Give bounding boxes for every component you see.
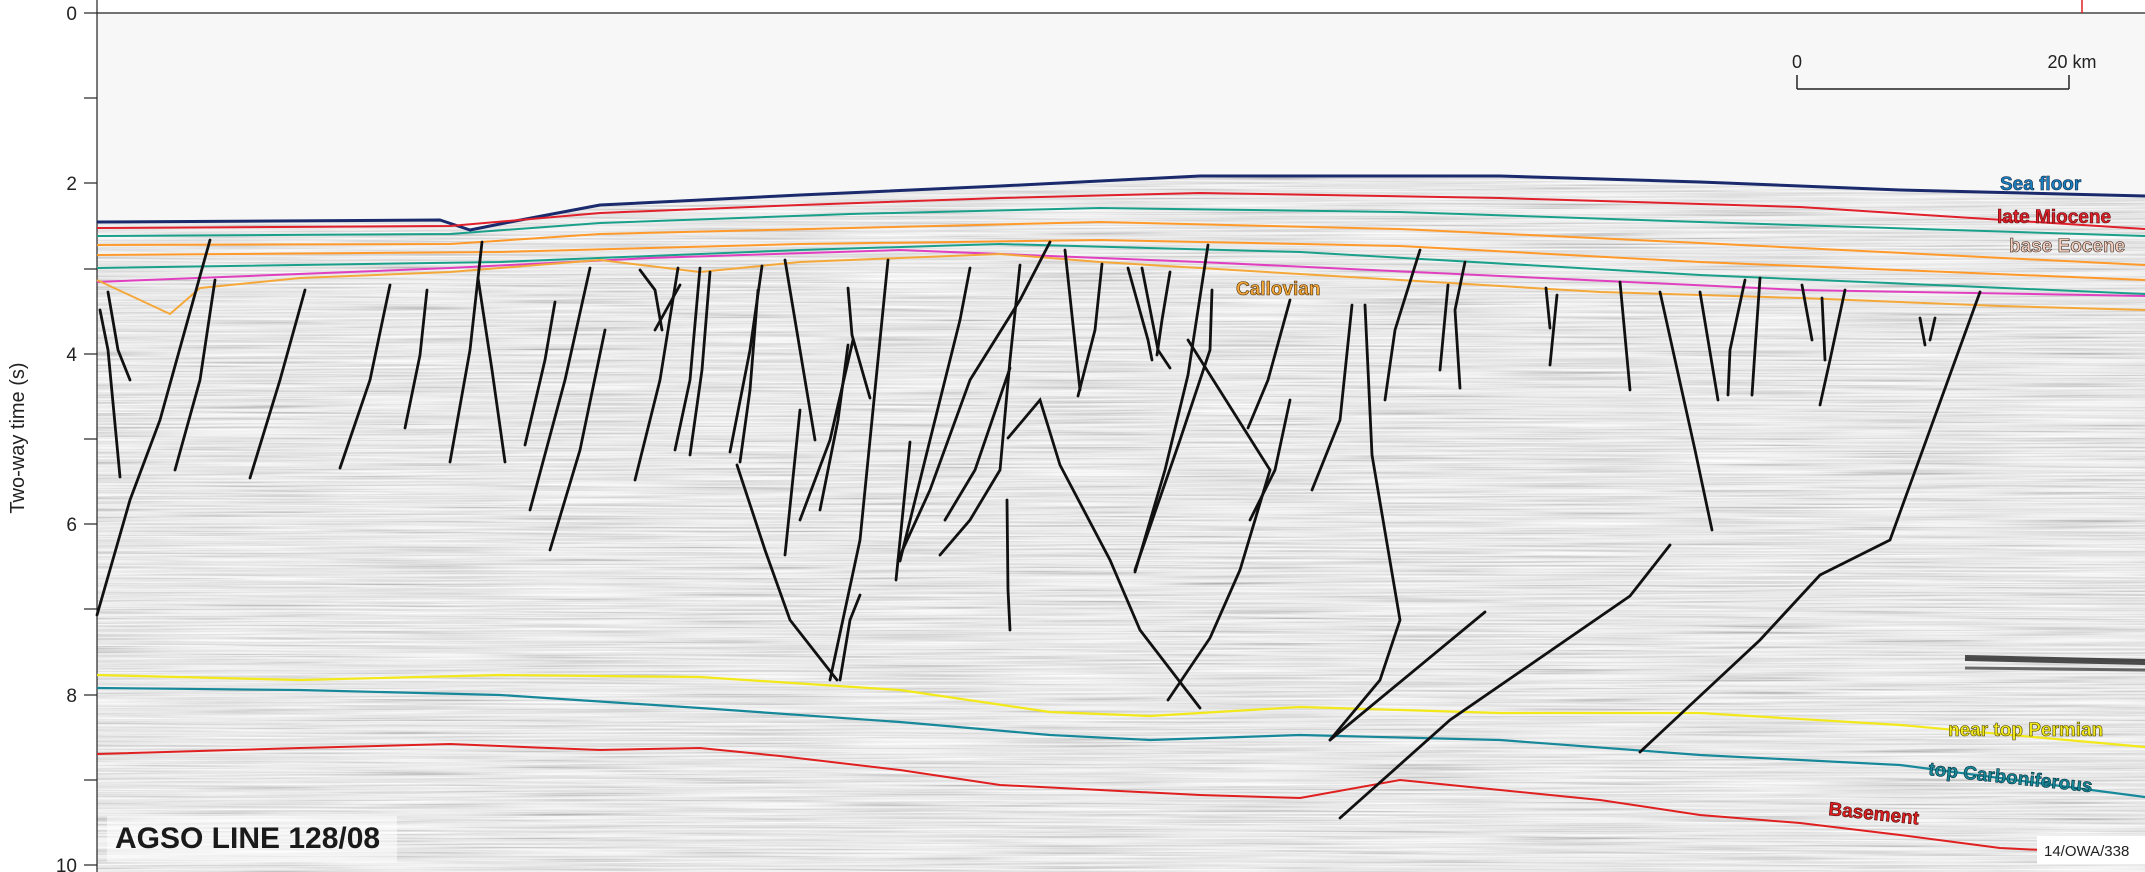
fault-line xyxy=(1800,283,1814,342)
fault-line xyxy=(1166,338,1272,702)
fault-line xyxy=(1328,610,1487,742)
fault-line xyxy=(633,266,680,482)
horizon-callovian xyxy=(96,253,2145,315)
fault-line xyxy=(1928,316,1937,342)
fault-line xyxy=(1548,293,1559,367)
horizon-late-miocene xyxy=(96,192,2145,230)
fault-line xyxy=(248,288,307,480)
fault-line xyxy=(1246,298,1292,430)
horizons xyxy=(96,174,2145,856)
fault-line xyxy=(688,270,712,457)
fault-line xyxy=(1338,543,1672,820)
fault-line xyxy=(943,366,1012,522)
fault-line xyxy=(523,300,557,447)
fault-line xyxy=(1006,397,1202,710)
fault-line xyxy=(1453,260,1467,390)
interpreted-faults xyxy=(95,238,1982,820)
fault-line xyxy=(1328,303,1402,742)
fault-line xyxy=(1750,276,1762,397)
y-tick-label: 10 xyxy=(56,856,77,872)
horizon-base-eocene xyxy=(96,221,2145,266)
horizon-teal-upper xyxy=(96,207,2145,237)
fault-line xyxy=(338,283,392,470)
fault-line xyxy=(653,283,682,332)
fault-line xyxy=(1133,243,1210,574)
fault-line xyxy=(1383,248,1422,402)
y-tick-label: 6 xyxy=(66,515,77,536)
fault-line xyxy=(1820,296,1827,362)
y-axis-title: Two-way time (s) xyxy=(7,362,29,513)
fault-line xyxy=(528,266,592,512)
y-tick-label: 2 xyxy=(66,174,77,195)
fault-line xyxy=(783,258,817,442)
fault-line xyxy=(1133,288,1214,572)
scale-bar-right-label: 20 km xyxy=(2047,52,2096,72)
horizon-orange-lower xyxy=(96,239,2145,281)
fault-line xyxy=(98,308,122,479)
horizon-top-carboniferous xyxy=(96,686,2145,799)
fault-line xyxy=(898,266,972,563)
fault-line xyxy=(1076,262,1104,398)
fault-line xyxy=(403,288,429,430)
fault-line xyxy=(1155,270,1172,357)
fault-line xyxy=(1638,290,1982,754)
fault-line xyxy=(818,343,850,512)
y-tick-label: 0 xyxy=(66,4,77,25)
y-axis xyxy=(84,12,97,866)
label-near-top-permian: near top Permian xyxy=(1948,720,2103,741)
fault-line xyxy=(896,240,1052,562)
fault-line xyxy=(783,408,802,557)
label-base-eocene: base Eocene xyxy=(2009,236,2125,257)
fault-line xyxy=(548,328,607,552)
fault-line xyxy=(735,463,839,682)
fault-line xyxy=(95,238,212,617)
fault-line xyxy=(828,258,890,682)
fault-line xyxy=(638,268,664,332)
fault-line xyxy=(673,266,702,452)
line-title-backdrop xyxy=(107,816,397,862)
fault-line xyxy=(476,276,507,464)
figure-reference: 14/OWA/338 xyxy=(2044,843,2129,860)
label-late-miocene: late Miocene xyxy=(1997,207,2111,228)
fault-line xyxy=(1818,288,1847,407)
fault-line xyxy=(106,290,132,382)
fault-line xyxy=(738,288,760,464)
fault-line xyxy=(1544,286,1552,330)
reference-backdrop xyxy=(2037,836,2145,864)
y-tick-label: 4 xyxy=(66,345,77,366)
horizon-pink xyxy=(96,249,2145,297)
line-title: AGSO LINE 128/08 xyxy=(115,822,380,855)
fault-line xyxy=(846,286,872,400)
fault-line xyxy=(173,278,217,472)
label-callovian: Callovian xyxy=(1236,279,1320,300)
horizon-sea-floor xyxy=(96,174,2145,232)
fault-line xyxy=(1726,278,1747,397)
fault-line xyxy=(1126,266,1154,362)
seismic-reflectors xyxy=(97,176,2145,872)
fault-line xyxy=(938,263,1022,557)
fault-line xyxy=(1918,316,1927,347)
fault-line xyxy=(1438,283,1450,372)
horizon-near-top-permian xyxy=(96,673,2145,749)
fault-line xyxy=(1618,280,1632,392)
fault-line xyxy=(1658,290,1714,532)
fault-line xyxy=(1005,498,1012,632)
y-tick-label: 8 xyxy=(66,686,77,707)
horizon-teal-lower xyxy=(96,243,2145,295)
label-sea-floor: Sea floor xyxy=(2000,174,2082,195)
fault-line xyxy=(1310,303,1354,492)
scale-bar-left-label: 0 xyxy=(1792,52,1802,72)
fault-line xyxy=(1063,248,1082,392)
horizon-basement xyxy=(96,743,2145,856)
fault-line xyxy=(1698,290,1720,402)
fault-line xyxy=(1248,398,1292,522)
fault-line xyxy=(838,593,862,682)
scale-bar xyxy=(1796,75,2070,90)
